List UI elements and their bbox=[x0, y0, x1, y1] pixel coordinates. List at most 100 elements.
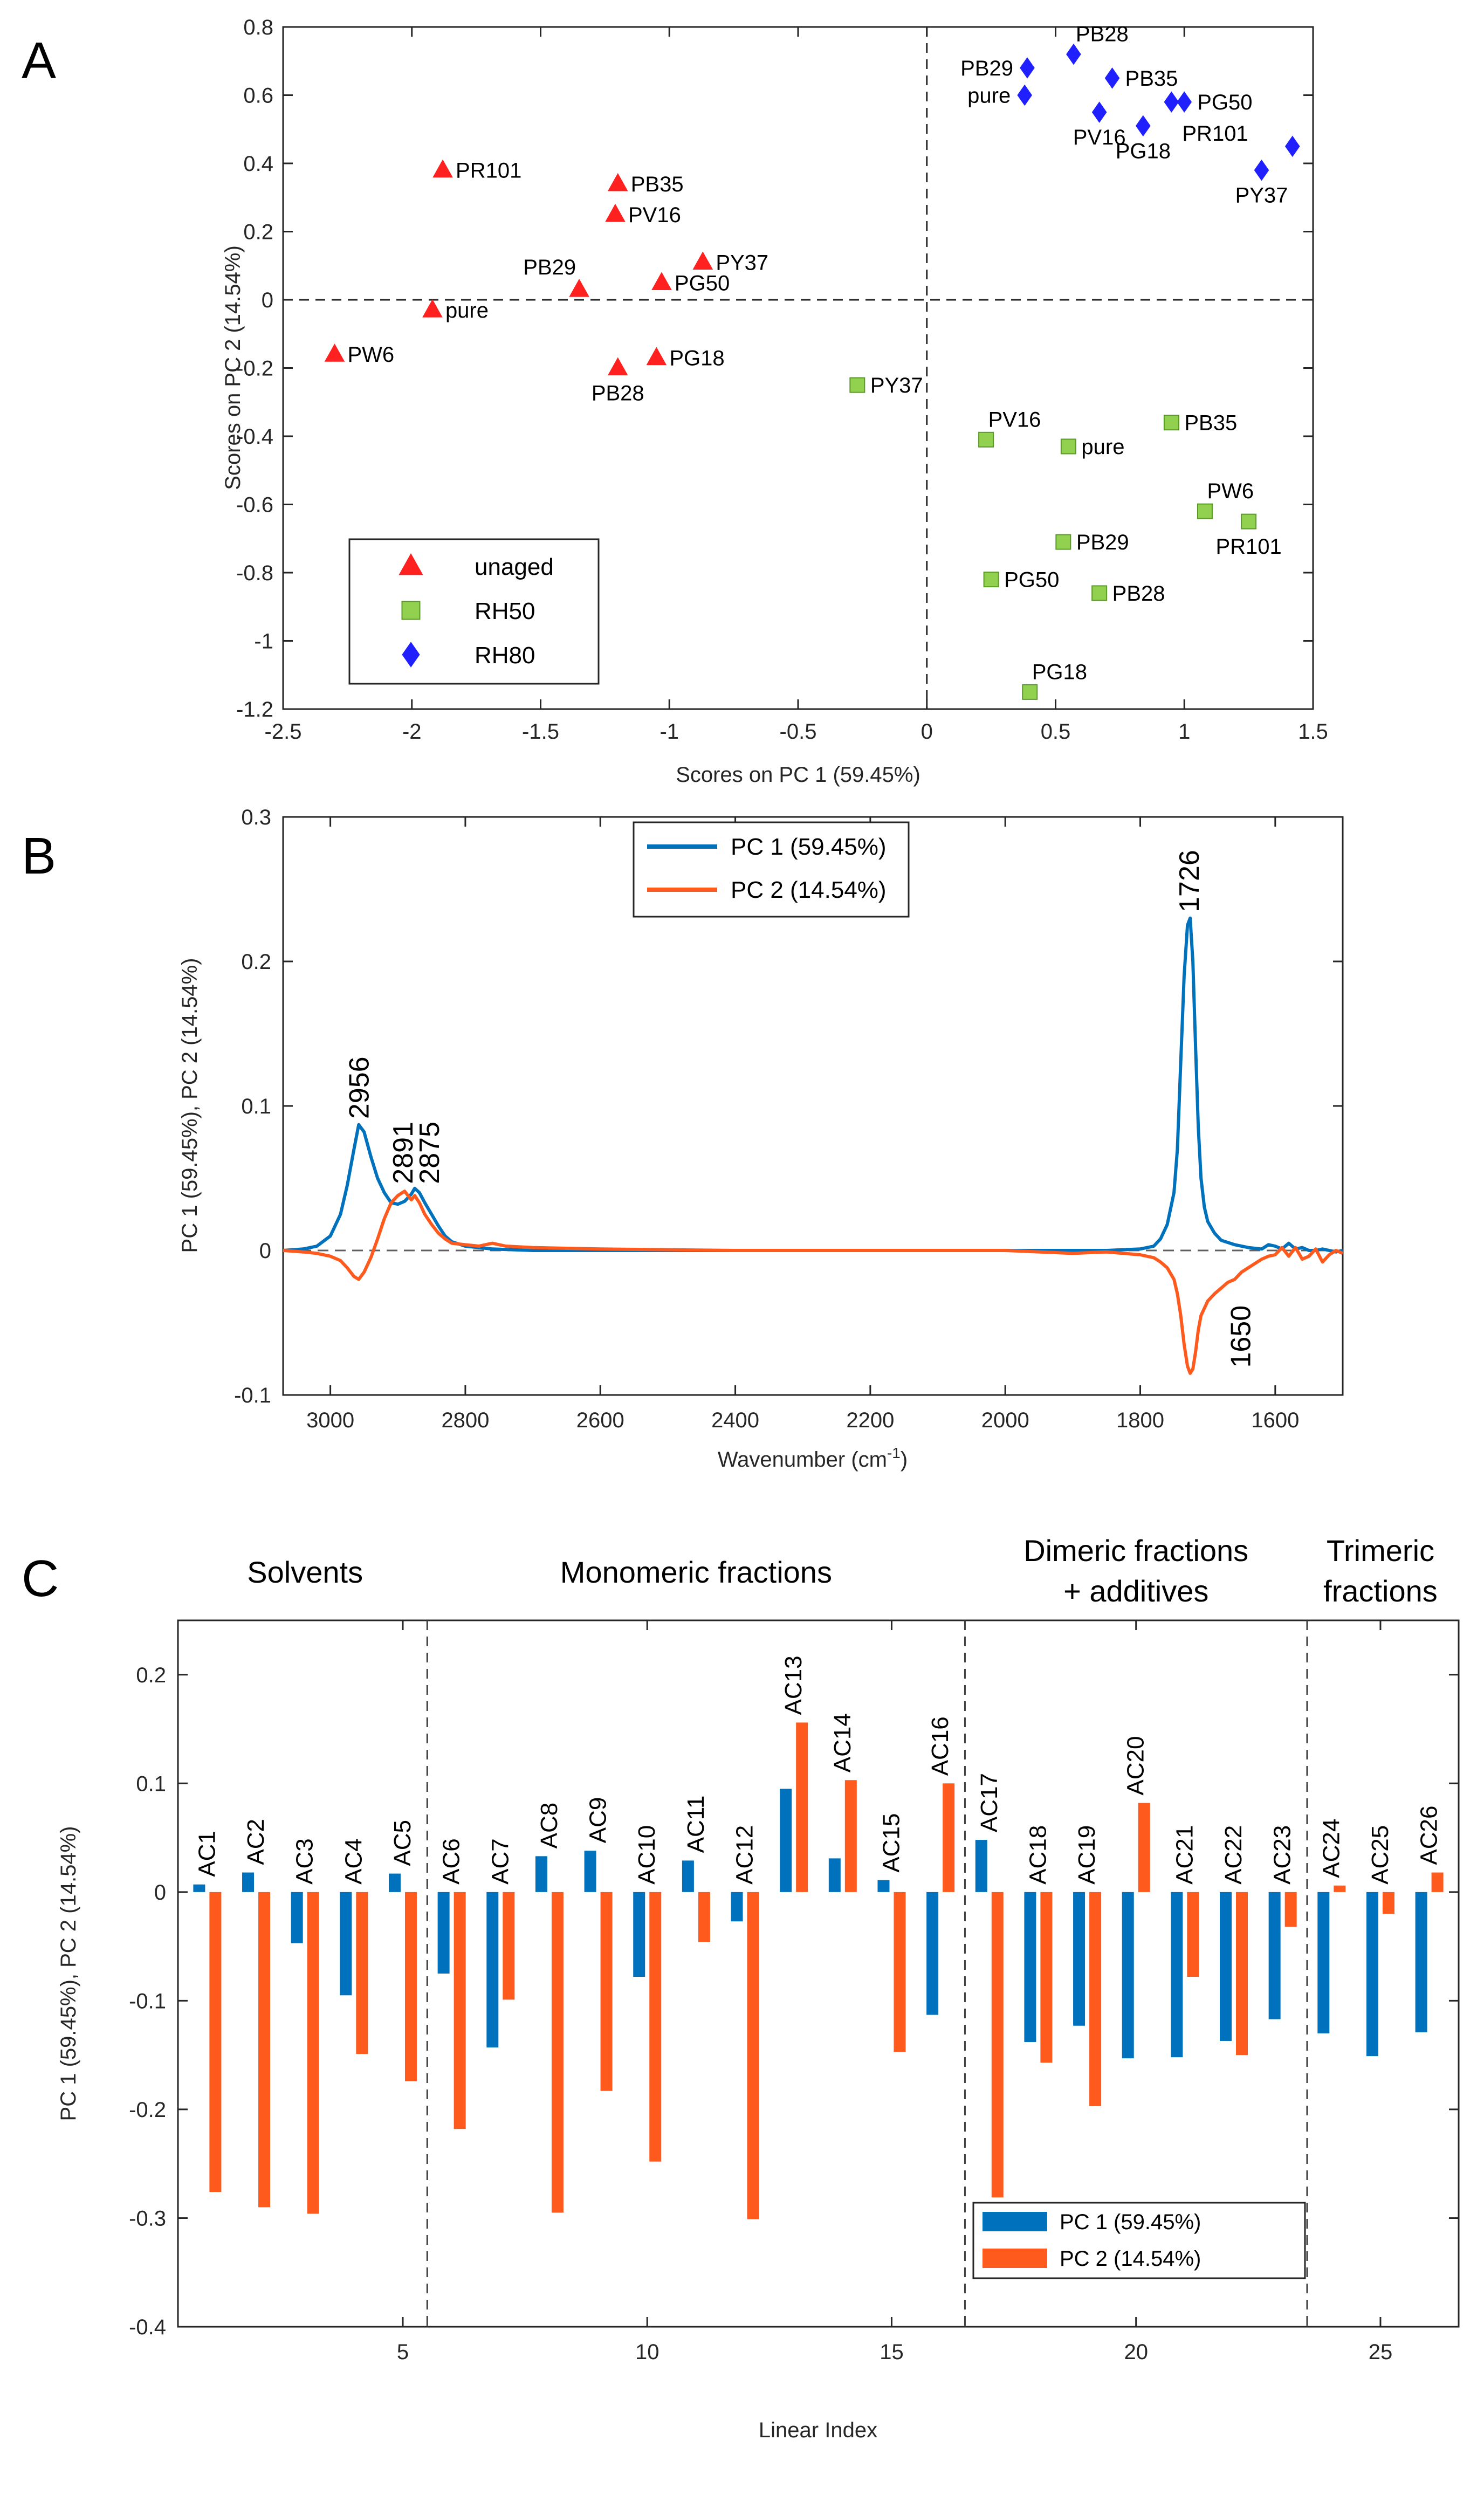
panel-c-bar-label: AC14 bbox=[829, 1713, 856, 1772]
panel-a-point-label: PB28 bbox=[1076, 23, 1129, 46]
panel-a-point-label: PB29 bbox=[1076, 531, 1129, 554]
panel-a-point-rh80 bbox=[1017, 84, 1033, 106]
panel-c-bar-pc1 bbox=[877, 1880, 890, 1892]
panel-c-bars: Solvents Monomeric fractions Dimeric fract… bbox=[57, 1534, 1460, 2442]
panel-b-xtick-label: 2200 bbox=[846, 1408, 894, 1432]
panel-c-bar-pc1 bbox=[1171, 1892, 1183, 2058]
panel-a-ytick-label: -1 bbox=[254, 630, 273, 654]
panel-a-point-label: pure bbox=[1081, 435, 1124, 459]
panel-c-bar-label: AC22 bbox=[1220, 1825, 1247, 1885]
panel-b-xtick-label: 3000 bbox=[306, 1408, 354, 1432]
panel-c-bar-label: AC17 bbox=[976, 1773, 1002, 1832]
panel-c-section-label: Trimeric bbox=[1327, 1534, 1434, 1568]
panel-c-bar-pc1 bbox=[193, 1884, 205, 1892]
panel-c-bar-label: AC13 bbox=[780, 1655, 807, 1715]
panel-c-bar-pc2 bbox=[1236, 1892, 1248, 2056]
panel-c-bar-label: AC16 bbox=[927, 1716, 953, 1776]
panel-c-bar-pc1 bbox=[437, 1892, 450, 1974]
panel-a-xlabel: Scores on PC 1 (59.45%) bbox=[676, 763, 920, 787]
panel-b-xlabel: Wavenumber (cm-1) bbox=[718, 1445, 908, 1472]
panel-a-point-label: PB35 bbox=[631, 173, 684, 196]
panel-a-point-label: PB29 bbox=[960, 57, 1013, 80]
panel-a-legend-marker bbox=[399, 553, 423, 575]
panel-c-ytick-label: -0.2 bbox=[129, 2098, 166, 2122]
panel-label-b: B bbox=[22, 827, 56, 885]
panel-c-bar-pc2 bbox=[307, 1892, 319, 2214]
panel-a-ytick-label: -0.2 bbox=[236, 357, 273, 381]
panel-b-xlabel-end: ) bbox=[901, 1448, 908, 1472]
panel-a-point-rh50 bbox=[849, 377, 865, 393]
panel-b-spectra: 3000 2800 2600 2400 2200 2000 1800 1600 0.3 0.2 0.… bbox=[178, 806, 1344, 1472]
panel-c-ytick-label: 0 bbox=[154, 1881, 166, 1905]
panel-a-point-rh80 bbox=[1020, 57, 1035, 79]
panel-a-point-rh50 bbox=[1055, 534, 1071, 550]
panel-a-ytick-label: 0.4 bbox=[243, 152, 273, 176]
panel-c-bar-pc2 bbox=[796, 1722, 808, 1892]
panel-a-point-label: PG50 bbox=[1004, 568, 1059, 592]
panel-c-bar-label: AC23 bbox=[1269, 1825, 1296, 1885]
panel-c-bar-label: AC5 bbox=[389, 1820, 416, 1866]
panel-a-point-label: PV16 bbox=[1073, 126, 1126, 149]
panel-a-xtick-label: 0.5 bbox=[1041, 720, 1071, 744]
panel-a-point-unaged bbox=[607, 173, 628, 191]
panel-c-section-label: Solvents bbox=[247, 1555, 363, 1589]
panel-a-xtick-label: -2.5 bbox=[265, 720, 302, 744]
panel-a-point-label: PY37 bbox=[1235, 184, 1288, 208]
panel-c-bar-pc1 bbox=[291, 1892, 303, 1943]
panel-c-bar-pc2 bbox=[649, 1892, 662, 2162]
panel-b-peak-label: 1726 bbox=[1174, 850, 1205, 912]
panel-a-point-rh50 bbox=[978, 431, 994, 448]
panel-a-legend-marker bbox=[402, 642, 420, 668]
panel-c-bar-pc2 bbox=[258, 1892, 271, 2208]
panel-c-bar-pc2 bbox=[454, 1892, 466, 2129]
panel-c-ytick-label: -0.3 bbox=[129, 2207, 166, 2230]
panel-b-xlabel-main: Wavenumber (cm bbox=[718, 1448, 887, 1472]
panel-c-bar-pc2 bbox=[356, 1892, 368, 2054]
panel-a-ylabel: Scores on PC 2 (14.54%) bbox=[221, 245, 245, 490]
panel-c-bar-label: AC21 bbox=[1171, 1825, 1198, 1885]
panel-c-ytick-label: -0.4 bbox=[129, 2315, 166, 2339]
panel-c-bar-pc1 bbox=[1024, 1892, 1036, 2042]
panel-a-point-label: pure bbox=[445, 299, 489, 322]
panel-b-peak-label: 2956 bbox=[344, 1056, 375, 1119]
panel-b-xtick-label: 2800 bbox=[441, 1408, 489, 1432]
panel-a-point-rh80 bbox=[1284, 135, 1300, 157]
panel-c-bar-pc1 bbox=[926, 1892, 939, 2015]
panel-c-bar-pc2 bbox=[1138, 1803, 1150, 1892]
panel-b-ytick-label: 0 bbox=[259, 1239, 271, 1263]
panel-b-ytick-label: 0.1 bbox=[241, 1095, 271, 1118]
panel-c-bar-pc2 bbox=[747, 1892, 759, 2219]
panel-a-point-unaged bbox=[607, 357, 628, 376]
panel-b-xtick-label: 2600 bbox=[576, 1408, 624, 1432]
panel-a-point-label: PG18 bbox=[1116, 139, 1171, 163]
panel-a-point-rh50 bbox=[1197, 503, 1213, 519]
panel-a-point-label: PY37 bbox=[870, 374, 923, 397]
panel-c-bar-label: AC25 bbox=[1367, 1825, 1393, 1885]
panel-c-bar-pc1 bbox=[975, 1840, 987, 1892]
panel-c-section-label: + additives bbox=[1063, 1574, 1208, 1608]
panel-c-ytick-label: 0.1 bbox=[136, 1772, 166, 1796]
panel-c-bar-label: AC24 bbox=[1318, 1819, 1344, 1878]
panel-c-bar-pc2 bbox=[551, 1892, 564, 2213]
panel-c-ylabel: PC 1 (59.45%), PC 2 (14.54%) bbox=[57, 1826, 80, 2121]
panel-a-xtick-label: -2 bbox=[402, 720, 422, 744]
panel-a-point-rh50 bbox=[1060, 438, 1076, 455]
panel-c-bar-pc1 bbox=[584, 1851, 596, 1892]
panel-a-ytick-label: 0 bbox=[262, 288, 273, 312]
panel-a-point-label: pure bbox=[967, 84, 1011, 108]
panel-b-legend-label: PC 1 (59.45%) bbox=[731, 834, 887, 860]
panel-b-legend-box bbox=[633, 821, 910, 918]
panel-a-xtick-label: -1.5 bbox=[522, 720, 559, 744]
panel-c-bar-label: AC4 bbox=[340, 1838, 367, 1885]
panel-a-point-label: PB35 bbox=[1184, 411, 1237, 435]
panel-a-legend-label: RH80 bbox=[475, 642, 535, 669]
panel-c-bar-pc2 bbox=[698, 1892, 710, 1942]
panel-c-bar-pc2 bbox=[844, 1780, 857, 1892]
panel-b-series-line-1 bbox=[283, 916, 1343, 1254]
panel-c-legend-label: PC 1 (59.45%) bbox=[1060, 2210, 1201, 2234]
panel-c-legend-swatch bbox=[983, 2212, 1047, 2231]
panel-a-point-label: PB28 bbox=[1112, 582, 1165, 606]
panel-c-bar-label: AC15 bbox=[878, 1813, 904, 1873]
panel-b-peak-label: 1650 bbox=[1225, 1305, 1256, 1368]
